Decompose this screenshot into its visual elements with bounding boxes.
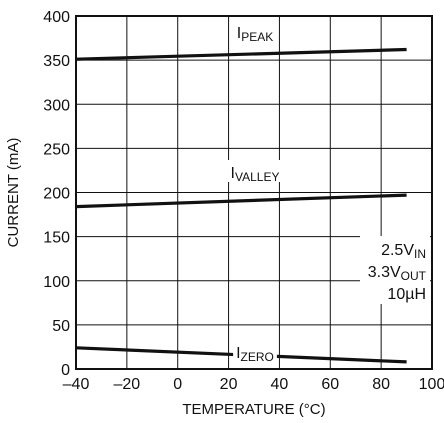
annotation-line: 10µH	[387, 286, 426, 303]
y-tick-label: 150	[43, 230, 70, 247]
series-label-valley: IVALLEY	[231, 165, 280, 184]
y-tick-label: 100	[43, 274, 70, 291]
y-tick-label: 300	[43, 97, 70, 114]
x-tick-label: 100	[419, 376, 444, 393]
y-axis-title: CURRENT (mA)	[5, 138, 22, 248]
series-label-peak: IPEAK	[237, 25, 273, 44]
x-tick-label: –20	[114, 376, 141, 393]
series-line-peak	[75, 47, 407, 61]
conditions-annotation: 2.5VIN 3.3VOUT 10µH	[360, 236, 430, 304]
series-line-valley	[75, 193, 407, 209]
series-label-bg	[227, 160, 283, 182]
x-tick-label: 40	[271, 376, 289, 393]
x-tick-label: 80	[372, 376, 390, 393]
annotation-line: 2.5VIN	[381, 242, 426, 261]
plot-frame	[75, 15, 433, 370]
x-tick-label: –40	[63, 376, 90, 393]
x-axis-ticks: –40 –20 0 20 40 60 80 100	[63, 376, 444, 393]
x-tick-label: 20	[220, 376, 238, 393]
y-tick-label: 50	[52, 318, 70, 335]
series-lines	[75, 47, 407, 364]
grid	[76, 16, 432, 369]
series-label-zero: IZERO	[236, 345, 274, 364]
annotation-bg	[360, 236, 430, 304]
y-tick-label: 250	[43, 141, 70, 158]
y-axis-ticks: 0 50 100 150 200 250 300 350 400	[43, 9, 70, 379]
y-tick-label: 200	[43, 186, 70, 203]
series-label-bg	[233, 20, 277, 42]
series-labels: IPEAK IVALLEY IZERO	[227, 20, 283, 364]
x-axis-title: TEMPERATURE (°C)	[182, 401, 325, 418]
y-tick-label: 350	[43, 53, 70, 70]
x-tick-label: 0	[173, 376, 182, 393]
annotation-line: 3.3VOUT	[368, 264, 427, 283]
y-tick-label: 400	[43, 9, 70, 26]
series-label-bg	[233, 340, 277, 362]
x-tick-label: 60	[321, 376, 339, 393]
y-tick-label: 0	[61, 362, 70, 379]
